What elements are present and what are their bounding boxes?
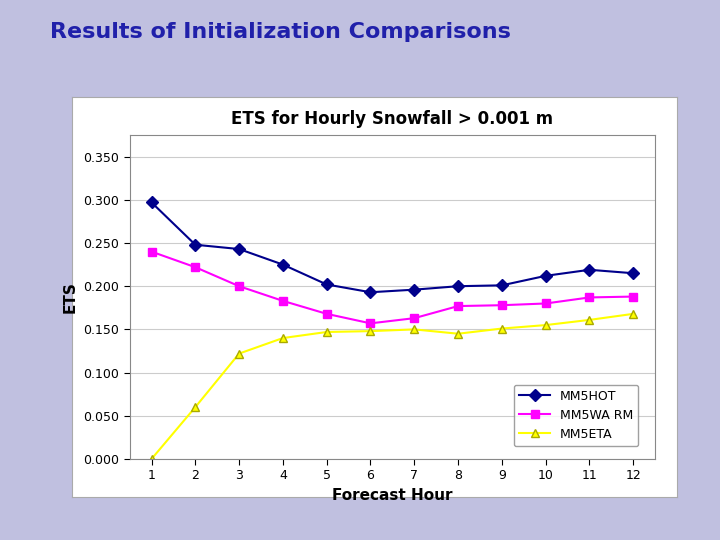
MM5ETA: [454, 330, 462, 337]
MM5WA RM: [410, 315, 418, 321]
MM5WA RM: [279, 298, 287, 304]
Line: MM5WA RM: MM5WA RM: [148, 247, 637, 328]
MM5HOT: [147, 199, 156, 206]
MM5HOT: [410, 286, 418, 293]
MM5HOT: [235, 246, 243, 252]
MM5ETA: [235, 350, 243, 357]
MM5ETA: [410, 326, 418, 333]
MM5WA RM: [498, 302, 506, 308]
MM5ETA: [498, 325, 506, 332]
MM5WA RM: [366, 320, 375, 327]
MM5HOT: [454, 283, 462, 289]
Legend: MM5HOT, MM5WA RM, MM5ETA: MM5HOT, MM5WA RM, MM5ETA: [514, 385, 639, 446]
MM5ETA: [147, 456, 156, 462]
Line: MM5ETA: MM5ETA: [148, 309, 637, 463]
MM5WA RM: [585, 294, 594, 301]
MM5ETA: [366, 328, 375, 334]
MM5WA RM: [454, 303, 462, 309]
MM5ETA: [629, 310, 638, 317]
MM5WA RM: [235, 283, 243, 289]
MM5WA RM: [323, 310, 331, 317]
MM5HOT: [498, 282, 506, 288]
MM5ETA: [323, 329, 331, 335]
MM5ETA: [541, 322, 550, 328]
MM5HOT: [541, 273, 550, 279]
MM5HOT: [585, 267, 594, 273]
MM5HOT: [191, 241, 199, 248]
MM5WA RM: [191, 264, 199, 271]
Y-axis label: ETS: ETS: [63, 281, 78, 313]
MM5HOT: [629, 270, 638, 276]
MM5HOT: [366, 289, 375, 295]
MM5HOT: [323, 281, 331, 288]
MM5WA RM: [541, 300, 550, 307]
Text: Results of Initialization Comparisons: Results of Initialization Comparisons: [50, 22, 511, 42]
Line: MM5HOT: MM5HOT: [148, 198, 637, 296]
MM5HOT: [279, 261, 287, 268]
MM5ETA: [191, 404, 199, 410]
Title: ETS for Hourly Snowfall > 0.001 m: ETS for Hourly Snowfall > 0.001 m: [231, 110, 554, 128]
MM5ETA: [585, 316, 594, 323]
MM5WA RM: [147, 248, 156, 255]
MM5WA RM: [629, 293, 638, 300]
MM5ETA: [279, 335, 287, 341]
X-axis label: Forecast Hour: Forecast Hour: [332, 488, 453, 503]
